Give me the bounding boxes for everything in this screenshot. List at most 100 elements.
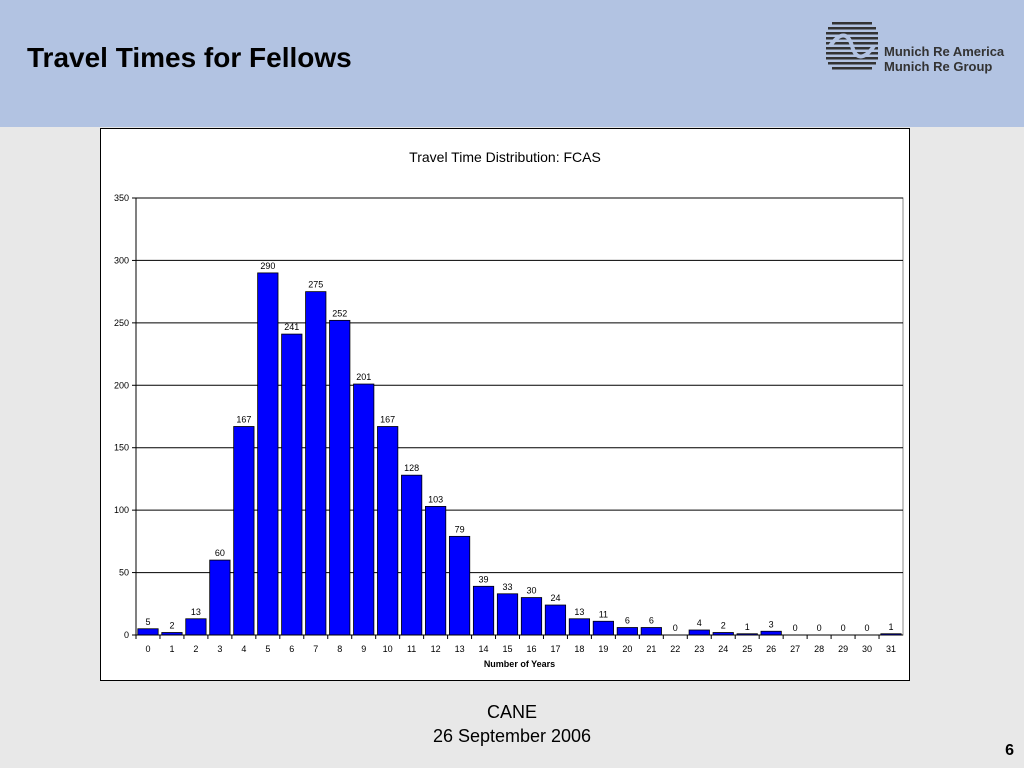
data-label: 13 — [191, 607, 201, 617]
data-label: 0 — [793, 623, 798, 633]
slide-footer: CANE 26 September 2006 — [0, 700, 1024, 748]
footer-date: 26 September 2006 — [432, 726, 592, 746]
bar-chart: Travel Time Distribution: FCAS0501001502… — [114, 149, 904, 669]
data-label: 252 — [332, 308, 347, 318]
chart-title: Travel Time Distribution: FCAS — [409, 149, 601, 165]
bar — [496, 593, 519, 636]
logo-text: Munich Re America Munich Re Group — [884, 44, 1004, 74]
data-label: 13 — [574, 607, 584, 617]
x-tick-label: 29 — [838, 644, 848, 654]
x-tick-label: 26 — [766, 644, 776, 654]
x-tick-label: 5 — [265, 644, 270, 654]
logo-line-1: Munich Re America — [884, 44, 1005, 59]
x-tick-label: 18 — [574, 644, 584, 654]
data-label: 0 — [673, 623, 678, 633]
page-number: 6 — [1005, 742, 1014, 759]
x-tick-label: 19 — [598, 644, 608, 654]
data-label: 39 — [479, 574, 489, 584]
x-tick-label: 15 — [503, 644, 513, 654]
bar — [185, 618, 207, 636]
munich-re-logo-icon — [826, 22, 878, 70]
bar — [448, 535, 471, 636]
x-tick-label: 3 — [217, 644, 222, 654]
bar — [305, 291, 327, 636]
x-tick-label: 8 — [337, 644, 342, 654]
x-axis-label: Number of Years — [484, 659, 555, 669]
bar — [353, 383, 375, 636]
bar — [568, 618, 591, 636]
bar — [425, 505, 447, 636]
bar — [616, 627, 638, 636]
x-tick-label: 16 — [526, 644, 536, 654]
chart-panel: Travel Time Distribution: FCAS 0 50 100 150 2… — [100, 128, 910, 681]
bar — [688, 629, 710, 636]
data-label: 167 — [380, 414, 395, 424]
data-label: 1 — [745, 622, 750, 632]
data-label: 128 — [404, 463, 419, 473]
y-tick-label: 200 — [114, 380, 129, 390]
bar — [544, 604, 567, 636]
data-label: 6 — [625, 616, 630, 626]
y-tick-label: 50 — [119, 568, 129, 578]
x-tick-label: 12 — [431, 644, 441, 654]
x-tick-label: 6 — [289, 644, 294, 654]
x-tick-label: 21 — [646, 644, 656, 654]
slide-title: Travel Times for Fellows — [27, 42, 352, 73]
x-tick-label: 30 — [862, 644, 872, 654]
y-tick-label: 300 — [114, 255, 129, 265]
data-label: 103 — [428, 494, 443, 504]
x-tick-label: 9 — [361, 644, 366, 654]
company-logo: Munich Re America Munich Re Group — [826, 20, 1011, 76]
x-tick-label: 20 — [622, 644, 632, 654]
y-tick-label: 0 — [124, 630, 129, 640]
data-label: 60 — [215, 548, 225, 558]
bar — [401, 474, 423, 636]
x-tick-label: 1 — [169, 644, 174, 654]
data-label: 3 — [769, 619, 774, 629]
data-label: 79 — [455, 524, 465, 534]
data-label: 201 — [356, 372, 371, 382]
bar — [257, 272, 279, 636]
data-label: 33 — [503, 582, 513, 592]
footer-event: CANE — [486, 702, 537, 722]
x-tick-label: 23 — [694, 644, 704, 654]
slide-header: Travel Times for Fellows Munich Re Ameri… — [0, 0, 1024, 127]
bar — [137, 628, 159, 636]
data-label: 0 — [817, 623, 822, 633]
bar — [377, 426, 399, 636]
bar — [209, 559, 231, 636]
x-tick-label: 0 — [145, 644, 150, 654]
y-tick-label: 250 — [114, 318, 129, 328]
x-tick-label: 4 — [241, 644, 246, 654]
data-label: 0 — [865, 623, 870, 633]
x-tick-label: 11 — [407, 644, 416, 654]
data-label: 5 — [145, 617, 150, 627]
data-label: 2 — [721, 621, 726, 631]
data-label: 2 — [169, 621, 174, 631]
x-tick-label: 14 — [479, 644, 489, 654]
bar — [472, 585, 495, 636]
data-label: 1 — [889, 622, 894, 632]
data-label: 275 — [308, 280, 323, 290]
data-label: 11 — [599, 609, 608, 619]
x-tick-label: 2 — [193, 644, 198, 654]
data-label: 0 — [841, 623, 846, 633]
x-tick-label: 22 — [670, 644, 680, 654]
x-tick-label: 7 — [313, 644, 318, 654]
x-tick-label: 17 — [550, 644, 560, 654]
data-label: 30 — [526, 586, 536, 596]
logo-line-2: Munich Re Group — [884, 59, 993, 74]
x-tick-label: 10 — [383, 644, 393, 654]
bar — [640, 627, 662, 636]
y-tick-label: 150 — [114, 443, 129, 453]
data-label: 167 — [236, 414, 251, 424]
data-label: 24 — [550, 593, 560, 603]
bar — [329, 319, 351, 636]
data-label: 6 — [649, 616, 654, 626]
x-tick-label: 24 — [718, 644, 728, 654]
data-label: 241 — [284, 322, 299, 332]
y-tick-label: 350 — [114, 193, 129, 203]
bar — [520, 597, 543, 636]
x-tick-label: 27 — [790, 644, 800, 654]
data-label: 4 — [697, 618, 702, 628]
